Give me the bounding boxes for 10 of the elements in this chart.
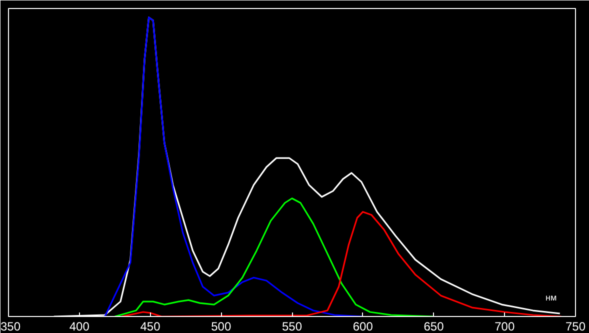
x-tick-label: 650	[424, 320, 444, 333]
x-tick-label: 600	[352, 320, 374, 333]
x-tick-label: 700	[494, 320, 515, 333]
x-tick-label: 350	[0, 320, 21, 333]
x-tick-label: 550	[282, 320, 302, 333]
x-tick-label: 400	[69, 320, 90, 333]
x-tick-label: 750	[565, 320, 586, 333]
x-tick-label: 500	[211, 320, 232, 333]
x-axis-title: нм	[546, 292, 557, 302]
x-tick-label: 450	[140, 320, 161, 333]
